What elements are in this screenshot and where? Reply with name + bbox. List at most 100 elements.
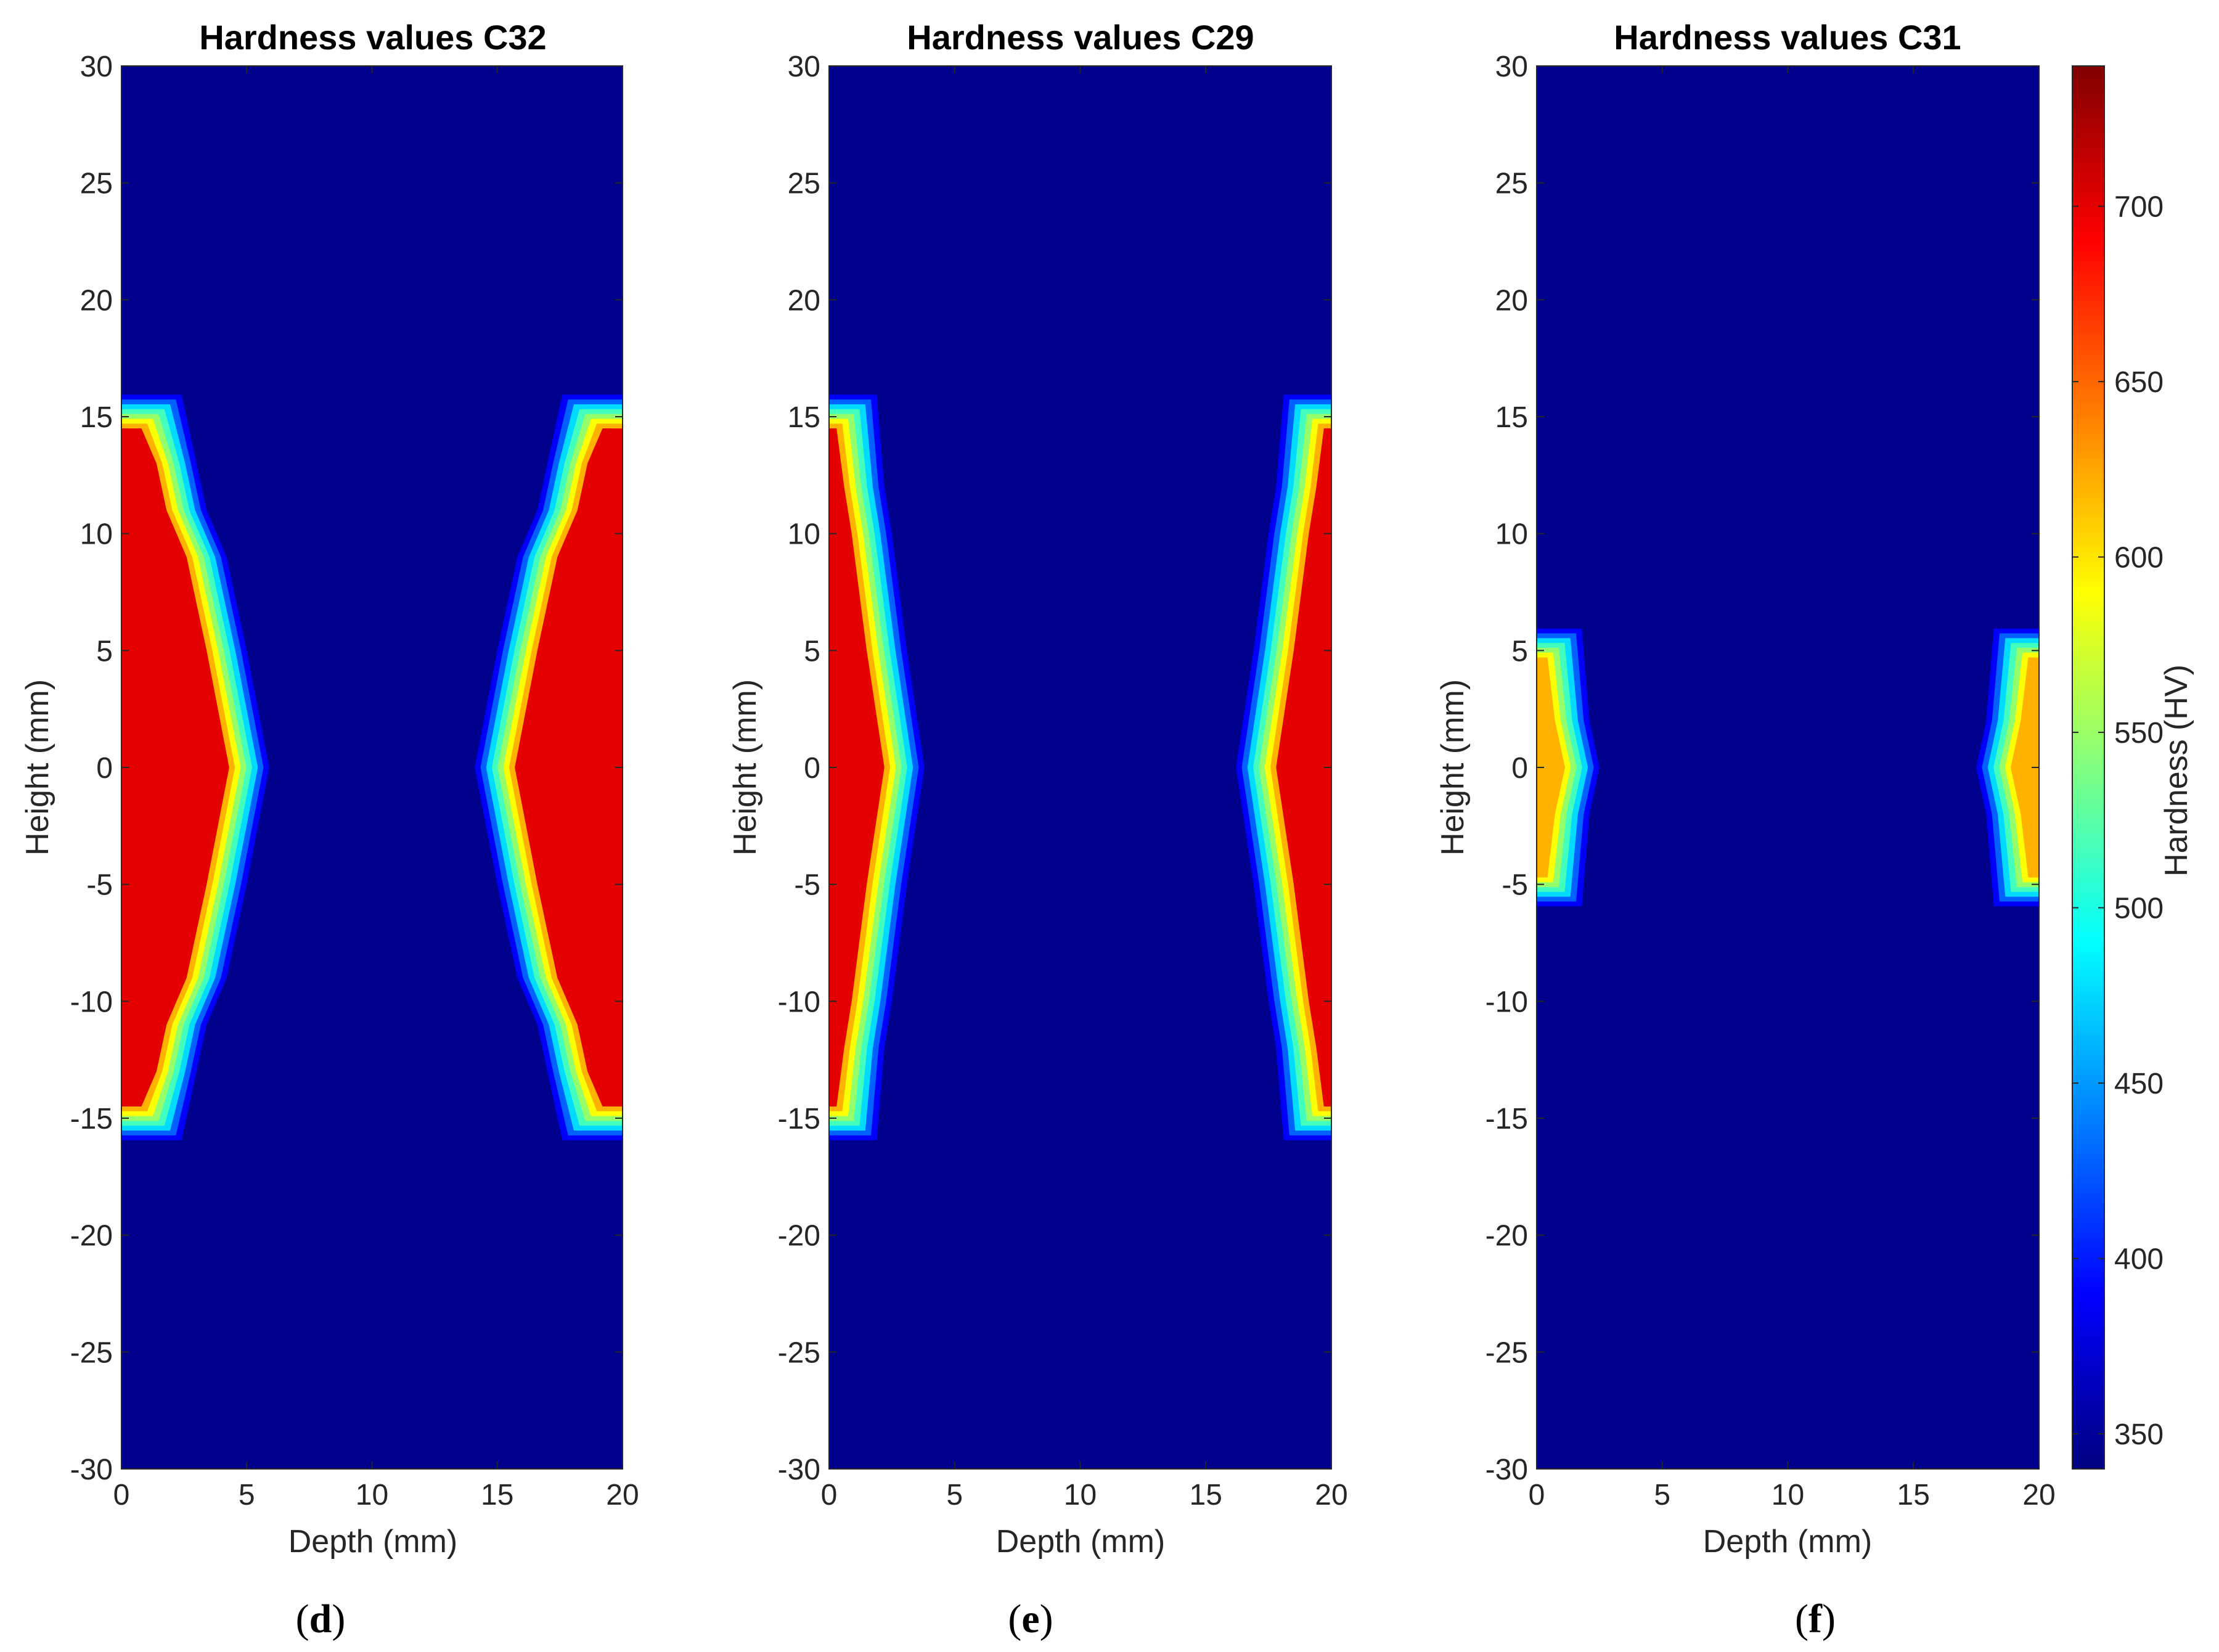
x-tick-label: 0 xyxy=(821,1479,838,1511)
x-axis-label-e: Depth (mm) xyxy=(996,1524,1165,1560)
y-tick-label: 10 xyxy=(1495,518,1528,551)
x-tick-label: 20 xyxy=(2022,1479,2055,1511)
y-tick-label: -20 xyxy=(1485,1220,1528,1253)
y-tick-label: -10 xyxy=(1485,986,1528,1018)
panel-e: Hardness values C29 0 5 10 15 20 -30 -25 -20 -15… xyxy=(727,18,1348,1642)
x-tick-label: 20 xyxy=(606,1479,639,1511)
panel-d: Hardness values C32 0 5 10 15 20 -30 -25 -20 -15… xyxy=(20,18,639,1642)
hardened-case-left xyxy=(829,428,885,1106)
y-tick-label: -5 xyxy=(794,869,820,902)
y-tick-label: -30 xyxy=(778,1454,820,1486)
panel-f: Hardness values C31 0 5 10 15 20 -30 -25 -20 -15… xyxy=(1435,18,2056,1642)
x-tick-label: 5 xyxy=(946,1479,963,1511)
panel-title-f: Hardness values C31 xyxy=(1614,18,1961,57)
y-tick-label: 0 xyxy=(804,752,820,785)
sub-label-close-f: ) xyxy=(1822,1597,1836,1642)
colorbar-tick-label: 400 xyxy=(2114,1243,2164,1276)
panel-title-e: Hardness values C29 xyxy=(907,18,1254,57)
colorbar-ticks: 350 400 450 500 550 600 650 700 xyxy=(2072,191,2164,1451)
y-tick-label: 20 xyxy=(1495,284,1528,317)
x-tick-label: 10 xyxy=(1064,1479,1097,1511)
colorbar-tick-label: 700 xyxy=(2114,191,2164,224)
y-tick-label: 25 xyxy=(80,168,113,200)
y-tick-label: -15 xyxy=(1485,1103,1528,1135)
hardened-case-left xyxy=(1537,662,1559,873)
hardened-case-left xyxy=(121,428,229,1106)
y-tick-label: 5 xyxy=(804,635,820,668)
x-tick-label: 0 xyxy=(113,1479,130,1511)
y-tick-label: -25 xyxy=(70,1336,113,1369)
sub-label-close-d: ) xyxy=(332,1597,345,1642)
hardened-case-right xyxy=(2016,662,2039,873)
y-tick-label: -30 xyxy=(70,1454,113,1486)
colorbar-tick-label: 650 xyxy=(2114,366,2164,399)
colorbar: 350 400 450 500 550 600 650 700 Hardness (HV) xyxy=(2072,65,2194,1470)
heatmap-area-f: 0 5 10 15 20 -30 -25 -20 -15 -10 -5 0 5 10 15 20 25 30 xyxy=(1485,51,2056,1511)
sub-label-letter-e: e xyxy=(1021,1597,1039,1642)
y-tick-label: -25 xyxy=(778,1336,820,1369)
y-axis-label-d: Height (mm) xyxy=(20,679,55,856)
x-tick-label: 5 xyxy=(239,1479,255,1511)
y-tick-label: -20 xyxy=(70,1220,113,1253)
sub-label-close-e: ) xyxy=(1040,1597,1053,1642)
y-tick-label: 20 xyxy=(788,284,820,317)
y-tick-label: 30 xyxy=(80,51,113,83)
y-tick-label: -5 xyxy=(86,869,113,902)
colorbar-tick-label: 600 xyxy=(2114,542,2164,575)
subfigure-label-f: (f) xyxy=(1795,1597,1836,1642)
y-tick-label: 10 xyxy=(80,518,113,551)
colorbar-tick-label: 500 xyxy=(2114,893,2164,925)
y-tick-label: 15 xyxy=(1495,401,1528,434)
x-axis-label-d: Depth (mm) xyxy=(288,1524,457,1560)
sub-label-letter-d: d xyxy=(309,1597,332,1642)
y-tick-label: -10 xyxy=(778,986,820,1018)
y-axis-label-f: Height (mm) xyxy=(1435,679,1471,856)
x-tick-label: 15 xyxy=(481,1479,513,1511)
subfigure-label-e: (e) xyxy=(1008,1597,1053,1642)
x-tick-label: 15 xyxy=(1897,1479,1930,1511)
y-tick-label: 5 xyxy=(96,635,113,668)
panel-title-d: Hardness values C32 xyxy=(199,18,546,57)
colorbar-tick-label: 350 xyxy=(2114,1418,2164,1451)
sub-label-open-e: ( xyxy=(1008,1597,1021,1642)
y-tick-label: 10 xyxy=(788,518,820,551)
y-tick-label: 5 xyxy=(1511,635,1528,668)
heatmap-area-e: 0 5 10 15 20 -30 -25 -20 -15 -10 -5 0 5 10 15 20 25 30 xyxy=(778,51,1348,1511)
y-tick-label: 15 xyxy=(788,401,820,434)
y-tick-label: -10 xyxy=(70,986,113,1018)
y-tick-label: 0 xyxy=(96,752,113,785)
y-tick-label: -15 xyxy=(70,1103,113,1135)
y-tick-label: 15 xyxy=(80,401,113,434)
y-tick-label: 25 xyxy=(1495,168,1528,200)
x-tick-label: 0 xyxy=(1529,1479,1545,1511)
sub-label-letter-f: f xyxy=(1808,1597,1823,1642)
y-tick-label: -5 xyxy=(1502,869,1528,902)
colorbar-tick-label: 450 xyxy=(2114,1068,2164,1100)
sub-label-open-d: ( xyxy=(296,1597,309,1642)
x-tick-label: 5 xyxy=(1654,1479,1670,1511)
colorbar-label: Hardness (HV) xyxy=(2159,664,2194,877)
hardened-case-right xyxy=(515,428,623,1106)
sub-label-open-f: ( xyxy=(1795,1597,1808,1642)
x-tick-label: 15 xyxy=(1190,1479,1222,1511)
heatmap-area-d: 0 5 10 15 20 -30 -25 -20 -15 -10 -5 0 5 10 15 20 25 30 xyxy=(70,51,639,1511)
y-tick-label: -25 xyxy=(1485,1336,1528,1369)
colorbar-gradient xyxy=(2072,65,2105,1470)
x-tick-label: 20 xyxy=(1315,1479,1347,1511)
y-tick-label: 30 xyxy=(788,51,820,83)
y-axis-label-e: Height (mm) xyxy=(727,679,763,856)
y-tick-label: 20 xyxy=(80,284,113,317)
colorbar-tick-label: 550 xyxy=(2114,717,2164,750)
y-tick-label: 25 xyxy=(788,168,820,200)
y-tick-label: -20 xyxy=(778,1220,820,1253)
x-tick-label: 10 xyxy=(356,1479,388,1511)
y-tick-label: -15 xyxy=(778,1103,820,1135)
hardened-case-right xyxy=(1276,428,1331,1106)
y-tick-label: -30 xyxy=(1485,1454,1528,1486)
x-tick-label: 10 xyxy=(1772,1479,1804,1511)
heatmap-core-region xyxy=(1537,66,2039,1469)
x-axis-label-f: Depth (mm) xyxy=(1703,1524,1872,1560)
y-tick-label: 0 xyxy=(1511,752,1528,785)
subfigure-label-d: (d) xyxy=(296,1597,346,1642)
